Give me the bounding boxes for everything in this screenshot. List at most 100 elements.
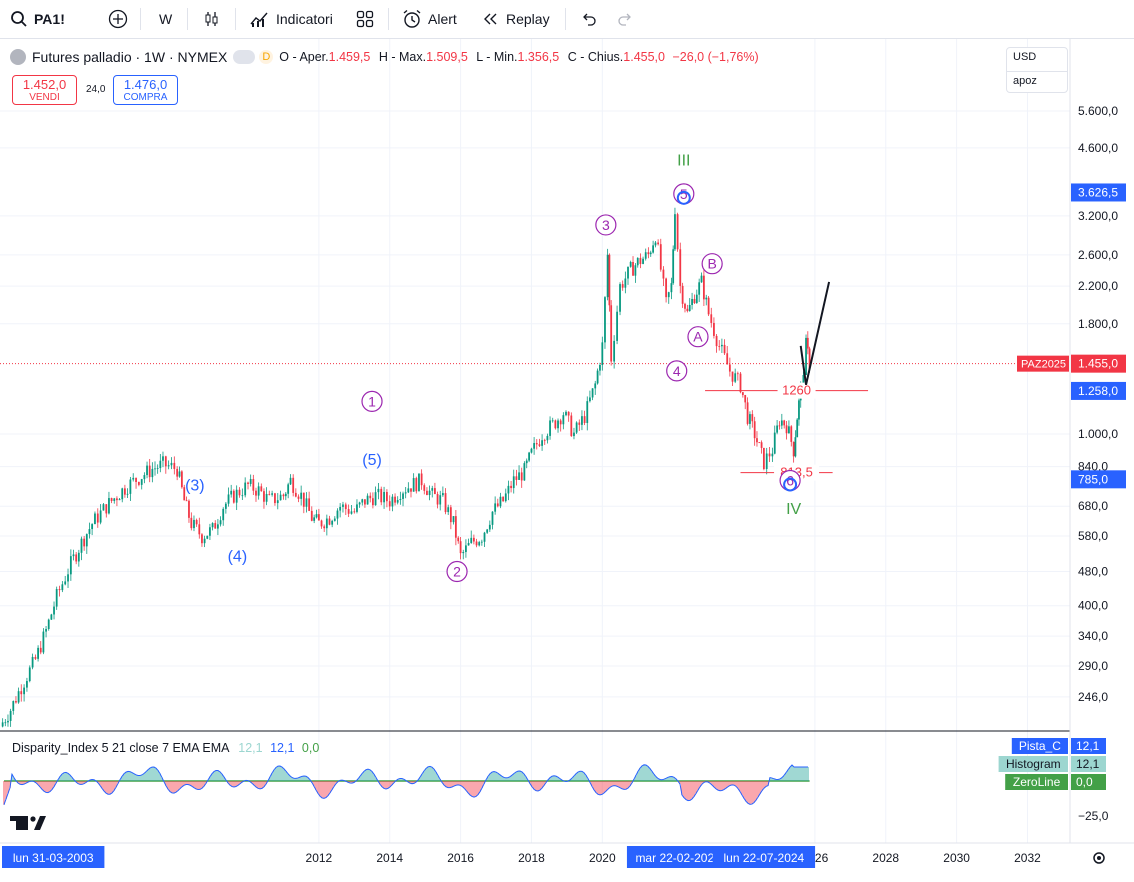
plus-circle-icon — [108, 9, 128, 29]
settings-gear-icon[interactable] — [1093, 852, 1105, 864]
candle-body — [305, 498, 308, 507]
candle-body — [50, 614, 53, 620]
candle-body — [320, 520, 323, 527]
candle-body — [776, 425, 779, 433]
candle-body — [353, 511, 356, 513]
candle-body — [520, 472, 523, 481]
rewind-icon — [484, 13, 497, 25]
level-label: 1260 — [782, 383, 811, 398]
search-icon — [11, 11, 27, 27]
candle-body — [753, 421, 756, 439]
candle-body — [7, 720, 9, 723]
redo-button[interactable] — [617, 0, 641, 38]
candle-body — [289, 477, 292, 485]
change-value: −26,0 (−1,76%) — [672, 50, 759, 64]
sell-button[interactable]: 1.452,0 VENDI — [12, 75, 77, 105]
currency-selector[interactable]: USD apoz — [1006, 47, 1068, 93]
candle-body — [512, 476, 515, 489]
price-series — [0, 207, 1070, 728]
candle-body — [780, 420, 783, 426]
candle-body — [606, 254, 609, 298]
candle-body — [423, 485, 426, 491]
candle-body — [313, 517, 316, 521]
chart-type-button[interactable] — [203, 0, 227, 38]
candle-body — [180, 471, 183, 488]
candle-body — [230, 490, 233, 495]
candle-body — [726, 353, 729, 365]
candle-body — [570, 415, 573, 437]
candle-body — [691, 298, 693, 305]
candle-body — [358, 502, 361, 505]
candle-body — [140, 479, 143, 485]
candle-body — [702, 275, 705, 300]
candle-body — [796, 419, 799, 438]
close-value: 1.455,0 — [623, 50, 665, 64]
undo-icon — [583, 13, 596, 26]
candle-body — [235, 489, 238, 503]
candle-body — [581, 416, 583, 425]
candle-body — [402, 493, 404, 499]
layouts-button[interactable] — [356, 0, 380, 38]
price-tick-label: 340,0 — [1078, 629, 1108, 643]
undo-button[interactable] — [579, 0, 603, 38]
symbol-search[interactable]: PA1! — [10, 0, 65, 38]
price-tick-label: 2.600,0 — [1078, 248, 1118, 262]
candle-body — [441, 493, 444, 496]
candle-body — [751, 414, 754, 422]
candle-body — [222, 508, 225, 521]
candle-body — [164, 456, 167, 467]
wave-label: IV — [786, 501, 801, 518]
candle-body — [667, 292, 670, 298]
candle-body — [1, 722, 4, 727]
candle-body — [61, 584, 64, 591]
candle-body — [573, 432, 575, 437]
candle-body — [4, 722, 7, 724]
candle-body — [551, 420, 554, 422]
eye-icon[interactable] — [233, 50, 256, 64]
redo-icon — [618, 13, 631, 26]
indicator-tag-name: Pista_C — [1019, 739, 1061, 753]
candle-body — [444, 493, 447, 513]
candle-body — [488, 524, 491, 530]
indicator-title: Disparity_Index 5 21 close 7 EMA EMA 12,… — [12, 741, 319, 755]
candle-body — [672, 249, 675, 284]
candle-body — [325, 518, 328, 529]
candle-body — [323, 526, 326, 529]
candle-body — [198, 524, 201, 535]
candle-body — [681, 285, 684, 304]
indicator-tag-value-box — [1071, 738, 1106, 754]
candle-body — [439, 495, 442, 505]
candle-body — [589, 397, 591, 402]
candle-body — [9, 710, 12, 721]
compare-button[interactable] — [108, 0, 134, 38]
candle-body — [541, 440, 543, 446]
candle-body — [350, 511, 353, 514]
candle-body — [201, 534, 203, 544]
candle-body — [679, 249, 682, 286]
indicators-button[interactable]: Indicatori — [250, 0, 333, 38]
wave-label: 6 — [786, 473, 794, 489]
candle-body — [162, 456, 164, 461]
buy-button[interactable]: 1.476,0 COMPRA — [113, 75, 178, 105]
candle-body — [282, 494, 285, 497]
price-tick-label: 246,0 — [1078, 690, 1108, 704]
replay-button[interactable]: Replay — [482, 0, 550, 38]
candle-body — [347, 509, 350, 514]
candle-body — [380, 488, 383, 503]
candle-body — [105, 504, 108, 514]
sell-label: VENDI — [29, 92, 60, 103]
candle-body — [499, 496, 502, 507]
candle-body — [790, 426, 793, 442]
alert-button[interactable]: Alert — [402, 0, 457, 38]
candle-body — [116, 498, 118, 501]
candle-body — [808, 348, 811, 370]
candle-body — [525, 460, 528, 464]
low-label: L - Min. — [476, 50, 518, 64]
interval-button[interactable]: W — [159, 0, 172, 38]
candle-body — [151, 468, 154, 478]
candle-body — [170, 462, 173, 466]
candle-body — [546, 435, 549, 441]
indicators-icon — [250, 12, 268, 27]
candle-body — [388, 501, 391, 507]
